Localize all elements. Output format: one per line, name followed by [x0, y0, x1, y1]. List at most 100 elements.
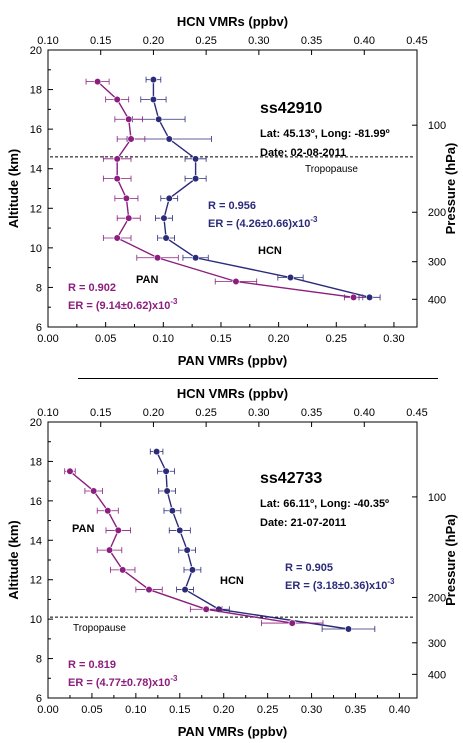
panel1-x-bottom-tick-label: 0.00 [37, 333, 58, 345]
panel2-hcn-stats-r: R = 0.905 [285, 562, 333, 574]
panel1-pan-point [125, 115, 133, 123]
panel1-x-top-tick-label: 0.30 [248, 35, 269, 47]
panel2-hcn-point [168, 507, 177, 515]
panel1-hcn-point [162, 234, 170, 242]
panel1-y-tick-label: 20 [30, 45, 42, 57]
panel1-x-bottom-tick-label: 0.15 [210, 333, 231, 345]
panel2-x-top-tick-label: 0.40 [354, 407, 375, 419]
panel1-pressure-tick-label: 100 [428, 120, 446, 132]
panel2-hcn-point [181, 585, 189, 594]
panel1-date: Date: 02-08-2011 [260, 147, 346, 159]
panel1-tropopause-label: Tropopause [305, 164, 358, 175]
panel2-pan-point [114, 526, 122, 535]
panel2-y-tick-label: 18 [30, 456, 42, 468]
panel2-x-bottom-tick-label: 0.00 [37, 704, 58, 716]
panel1-x-bottom-tick-label: 0.05 [95, 333, 116, 345]
panel2-y-tick-label: 6 [36, 693, 42, 705]
panel2-hcn-label: HCN [220, 575, 244, 587]
panel1-hcn-label: HCN [258, 245, 282, 257]
panel1-y-tick-label: 8 [36, 282, 42, 294]
panel2-station-id: ss42733 [260, 470, 322, 487]
panel2-pressure-tick-label: 200 [428, 592, 446, 604]
panel1-hcn-point [160, 214, 168, 222]
panel2-y-tick-label: 20 [30, 417, 42, 429]
panel1-pan-point [349, 293, 358, 301]
panel1-pan-label: PAN [136, 274, 158, 286]
panel1-pan-point [113, 175, 121, 183]
panel1-pan-point [113, 95, 121, 104]
panel2-pressure-tick-label: 300 [428, 638, 446, 650]
panel2-hcn-point [162, 467, 170, 475]
panel1-pan-point [122, 194, 131, 202]
panel2-hcn-point [176, 526, 184, 535]
panel1-x-top-tick-label: 0.40 [354, 35, 375, 47]
panel2-date: Date: 21-07-2011 [260, 517, 346, 529]
panel2-hcn-line [155, 451, 349, 630]
panel1-pressure-tick-label: 200 [428, 207, 446, 219]
panel1-hcn-point [165, 135, 173, 143]
panel2-hcn-stats-er: ER = (3.18±0.36)x10-3 [285, 577, 395, 592]
panel1-pan-point [113, 234, 121, 242]
panel1-x-top-axis-title: HCN VMRs (ppbv) [177, 14, 288, 29]
panel2-x-top-tick-label: 0.10 [37, 407, 58, 419]
panel1-x-bottom-tick-label: 0.30 [383, 333, 404, 345]
panel2-y-tick-label: 14 [30, 535, 42, 547]
panel2-y-tick-label: 12 [30, 575, 42, 587]
panel2-x-top-axis-title: HCN VMRs (ppbv) [177, 386, 288, 401]
panel1-x-bottom-axis-title: PAN VMRs (ppbv) [178, 353, 288, 368]
panel2-x-top-tick-label: 0.35 [301, 407, 322, 419]
panel2-y-tick-label: 10 [30, 614, 42, 626]
panel1-hcn-stats-er: ER = (4.26±0.66)x10-3 [208, 215, 318, 230]
panel1-pan-point [125, 214, 133, 222]
panel2-pan-point [104, 507, 112, 515]
panel1-y-left-axis-title: Altitude (km) [6, 149, 21, 228]
panel2-x-bottom-tick-label: 0.10 [125, 704, 146, 716]
panel1-x-top-tick-label: 0.35 [301, 35, 322, 47]
panel2-pan-point [90, 487, 98, 495]
panel1-pan-point [93, 78, 102, 86]
panel2-x-bottom-tick-label: 0.35 [345, 704, 366, 716]
panel2-pressure-tick-label: 100 [428, 492, 446, 504]
panel1-y-tick-label: 18 [30, 85, 42, 97]
panel1-hcn-point [286, 273, 295, 282]
panel1-pan-point [127, 135, 135, 143]
panel2-pan-point [288, 619, 296, 627]
panel2-hcn-point [183, 546, 191, 554]
panel2-x-bottom-tick-label: 0.30 [301, 704, 322, 716]
panel1-hcn-point [149, 76, 158, 84]
panel2-hcn-point [344, 625, 353, 633]
panel2-pressure-tick-label: 400 [428, 669, 446, 681]
panel1-y-tick-label: 6 [36, 322, 42, 334]
panel1-x-bottom-tick-label: 0.25 [326, 333, 347, 345]
panel1-pressure-tick-label: 400 [428, 294, 446, 306]
panel2-x-bottom-tick-label: 0.25 [257, 704, 278, 716]
panel2-plot-frame [47, 421, 418, 699]
panel2-pan-point [145, 585, 153, 594]
panel2-hcn-point [188, 566, 197, 574]
panel1-x-bottom-tick-label: 0.10 [153, 333, 174, 345]
panel1-x-bottom-tick-label: 0.20 [268, 333, 289, 345]
panel1-pan-point [153, 254, 162, 262]
panel1-station-id: ss42910 [260, 100, 322, 117]
panel2-y-right-axis-title: Pressure (hPa) [443, 514, 458, 606]
panel1-pan-line [97, 81, 354, 299]
panel2-y-tick-label: 8 [36, 654, 42, 666]
panel2-x-top-tick-label: 0.45 [406, 407, 427, 419]
panel2-y-left-axis-title: Altitude (km) [6, 520, 21, 599]
panel2-pan-stats-r: R = 0.819 [68, 659, 116, 671]
panel2-hcn-point [163, 487, 171, 495]
panel2-x-top-tick-label: 0.30 [248, 407, 269, 419]
panel1-hcn-point [192, 254, 200, 262]
panel1-pan-stats-r: R = 0.902 [68, 282, 116, 294]
panel1-hcn-stats-r: R = 0.956 [208, 200, 256, 212]
panel1-y-tick-label: 10 [30, 243, 42, 255]
panel2-pan-point [202, 605, 210, 613]
panel1-pressure-tick-label: 300 [428, 257, 446, 269]
panel2-x-top-tick-label: 0.20 [143, 407, 164, 419]
panel-divider [78, 378, 438, 379]
panel2-lat-long: Lat: 66.11º, Long: -40.35º [260, 498, 389, 510]
panel1-lat-long: Lat: 45.13º, Long: -81.99º [260, 128, 390, 140]
panel2-pan-line [69, 470, 293, 624]
panel2-x-top-tick-label: 0.25 [195, 407, 216, 419]
